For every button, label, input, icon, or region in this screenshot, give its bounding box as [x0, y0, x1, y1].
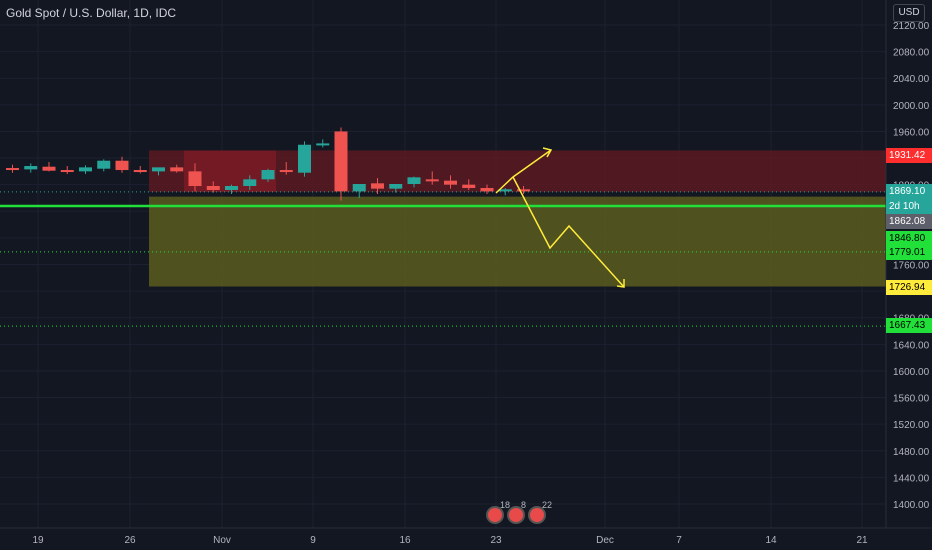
time-tick-label: 9: [310, 535, 316, 546]
earnings-event-icon[interactable]: 8: [507, 500, 526, 524]
earnings-event-icon[interactable]: 18: [486, 500, 510, 524]
time-tick-label: Nov: [213, 535, 231, 546]
candle-body: [152, 167, 165, 172]
price-label: 1779.01: [886, 245, 932, 260]
price-tick-label: 1560.00: [893, 394, 930, 405]
candle-body: [60, 170, 74, 173]
price-axis[interactable]: 2120.002080.002040.002000.001960.001920.…: [885, 0, 930, 528]
time-tick-label: 26: [124, 535, 136, 546]
price-tick-label: 1600.00: [893, 367, 930, 378]
candle-body: [261, 170, 275, 180]
candle-body: [42, 166, 56, 171]
candle-body: [97, 160, 111, 169]
symbol-title[interactable]: Gold Spot / U.S. Dollar, 1D, IDC: [6, 6, 177, 20]
time-axis[interactable]: 19 26 Nov 9 16 23 Dec 7 14 21: [0, 527, 932, 546]
candle-body: [170, 167, 184, 172]
event-count: 18: [500, 500, 511, 510]
price-label: 1869.10: [886, 184, 932, 199]
event-badges[interactable]: 18 8 22: [486, 500, 552, 524]
down-arrow-path[interactable]: [512, 176, 625, 288]
price-label: 1862.08: [886, 214, 932, 229]
candle-body: [425, 179, 439, 182]
candle-body: [334, 131, 348, 192]
candle-body: [6, 168, 19, 171]
time-tick-label: 23: [490, 535, 502, 546]
candle-body: [298, 144, 311, 173]
down-arrow-head[interactable]: [616, 279, 625, 288]
price-tick-label: 1760.00: [893, 261, 930, 272]
price-label: 2d 10h: [886, 199, 932, 214]
price-label: 1846.80: [886, 231, 932, 246]
event-count: 22: [542, 500, 553, 510]
price-tick-label: 1960.00: [893, 127, 930, 138]
time-tick-label: Dec: [596, 535, 614, 546]
up-arrow-head[interactable]: [542, 147, 553, 158]
time-tick-label: 19: [32, 535, 44, 546]
candle-body: [352, 184, 366, 192]
candle-body: [133, 170, 147, 173]
candle-body: [115, 160, 129, 171]
price-tick-label: 1640.00: [893, 340, 930, 351]
candle-body: [24, 166, 38, 170]
time-tick-label: 16: [399, 535, 411, 546]
candle-body: [480, 187, 494, 192]
candle-body: [407, 177, 421, 185]
price-tick-label: 2120.00: [893, 21, 930, 32]
drawing-lines[interactable]: [0, 147, 886, 327]
candle-body: [316, 143, 330, 146]
price-tick-label: 1480.00: [893, 447, 930, 458]
price-tick-label: 1520.00: [893, 420, 930, 431]
candle-body: [188, 171, 202, 186]
time-tick-label: 14: [765, 535, 777, 546]
price-label: 1726.94: [886, 280, 932, 295]
candle-body: [206, 185, 220, 190]
candle-body: [279, 170, 293, 173]
price-tick-label: 1400.00: [893, 500, 930, 511]
currency-button[interactable]: USD: [893, 4, 925, 22]
candle-body: [517, 189, 530, 192]
candle-body: [498, 189, 512, 192]
drawing-zones[interactable]: [149, 150, 886, 287]
candle-body: [79, 167, 92, 172]
price-tick-label: 2000.00: [893, 101, 930, 112]
time-tick-label: 7: [676, 535, 682, 546]
time-tick-label: 21: [856, 535, 868, 546]
candle-body: [444, 180, 457, 185]
candle-body: [389, 184, 403, 189]
price-label: 1667.43: [886, 318, 932, 333]
candle-body: [371, 183, 384, 189]
price-tick-label: 2040.00: [893, 74, 930, 85]
candlestick-series: [6, 127, 530, 201]
event-count: 8: [521, 500, 527, 510]
earnings-event-icon[interactable]: 22: [528, 500, 552, 524]
price-tick-label: 2080.00: [893, 48, 930, 59]
candle-body: [243, 179, 257, 186]
support-zone[interactable]: [149, 196, 886, 287]
price-tick-label: 1440.00: [893, 473, 930, 484]
candle-body: [462, 184, 476, 188]
price-label: 1931.42: [886, 148, 932, 163]
candle-body: [225, 185, 238, 190]
